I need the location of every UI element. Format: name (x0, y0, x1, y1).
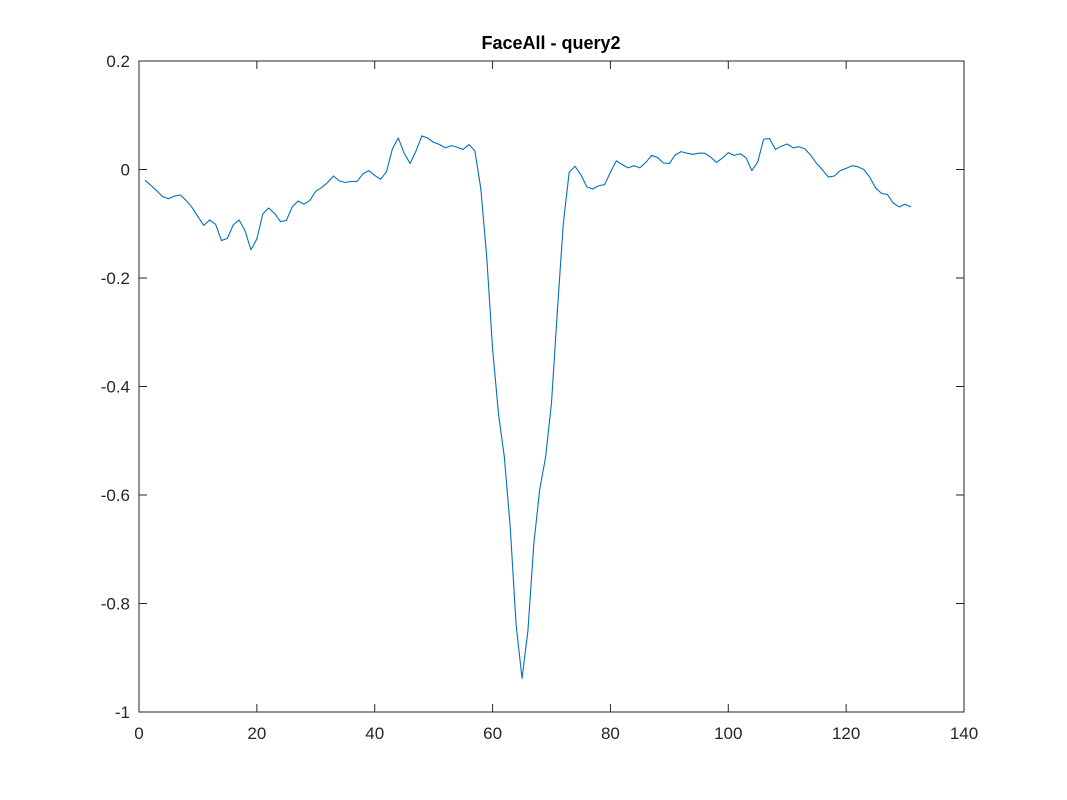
y-tick-label: 0.2 (106, 52, 130, 71)
series-layer (144, 135, 912, 679)
x-tick-label: 80 (601, 724, 620, 743)
x-tick-label: 20 (247, 724, 266, 743)
y-tick-label: -0.8 (101, 595, 130, 614)
x-tick-label: 40 (365, 724, 384, 743)
y-tick-label: 0 (121, 161, 130, 180)
chart-title: FaceAll - query2 (481, 33, 620, 53)
x-axis-ticks: 0 20 40 60 80 100 120 140 (134, 61, 978, 743)
x-tick-label: 140 (950, 724, 978, 743)
plot-area (139, 61, 964, 712)
y-tick-label: -0.6 (101, 486, 130, 505)
x-tick-label: 100 (714, 724, 742, 743)
series-line-1 (144, 135, 912, 679)
y-tick-label: -1 (115, 703, 130, 722)
x-tick-label: 0 (134, 724, 143, 743)
x-tick-label: 60 (483, 724, 502, 743)
y-axis-ticks: -1 -0.8 -0.6 -0.4 -0.2 0 0.2 (101, 52, 964, 722)
y-tick-label: -0.2 (101, 269, 130, 288)
y-tick-label: -0.4 (101, 378, 130, 397)
x-tick-label: 120 (832, 724, 860, 743)
